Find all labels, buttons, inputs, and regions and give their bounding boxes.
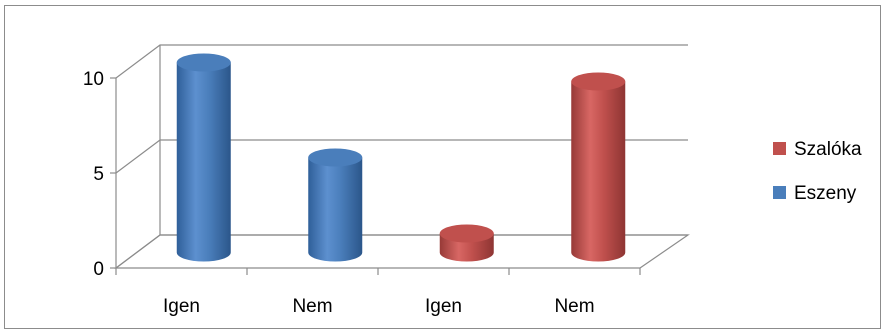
bars — [176, 53, 626, 262]
x-tick-label: Igen — [163, 296, 200, 317]
bar-szalóka-3 — [571, 72, 626, 262]
bar-body — [571, 81, 626, 262]
bar-szalóka-2 — [439, 224, 494, 262]
chart-frame — [4, 5, 881, 329]
bar-top — [308, 148, 363, 167]
bar-top — [439, 224, 494, 243]
y-tick-label: 0 — [93, 259, 104, 280]
bar-body — [308, 157, 363, 262]
gridline-0 — [115, 234, 688, 269]
legend-swatch-szalóka — [773, 142, 786, 155]
bar-eszeny-1 — [308, 148, 363, 262]
axes — [110, 44, 690, 275]
legend-swatch-eszeny — [773, 186, 786, 199]
x-tick-label: Igen — [425, 296, 462, 317]
legend-label: Szalóka — [794, 139, 862, 160]
gridline-5 — [115, 139, 688, 174]
x-tick-label: Nem — [292, 296, 332, 317]
y-tick-label: 10 — [83, 69, 104, 90]
bar-body — [176, 62, 231, 262]
legend: Szalóka Eszeny — [773, 139, 862, 204]
legend-label: Eszeny — [794, 183, 857, 204]
y-tick-label: 5 — [93, 164, 104, 185]
gridline-10 — [115, 44, 688, 79]
bar-top — [571, 72, 626, 91]
x-tick-label: Nem — [554, 296, 594, 317]
bar-top — [176, 53, 231, 72]
bar-eszeny-0 — [176, 53, 231, 262]
labels: 0 5 10 Igen Nem Igen Nem — [83, 69, 595, 317]
